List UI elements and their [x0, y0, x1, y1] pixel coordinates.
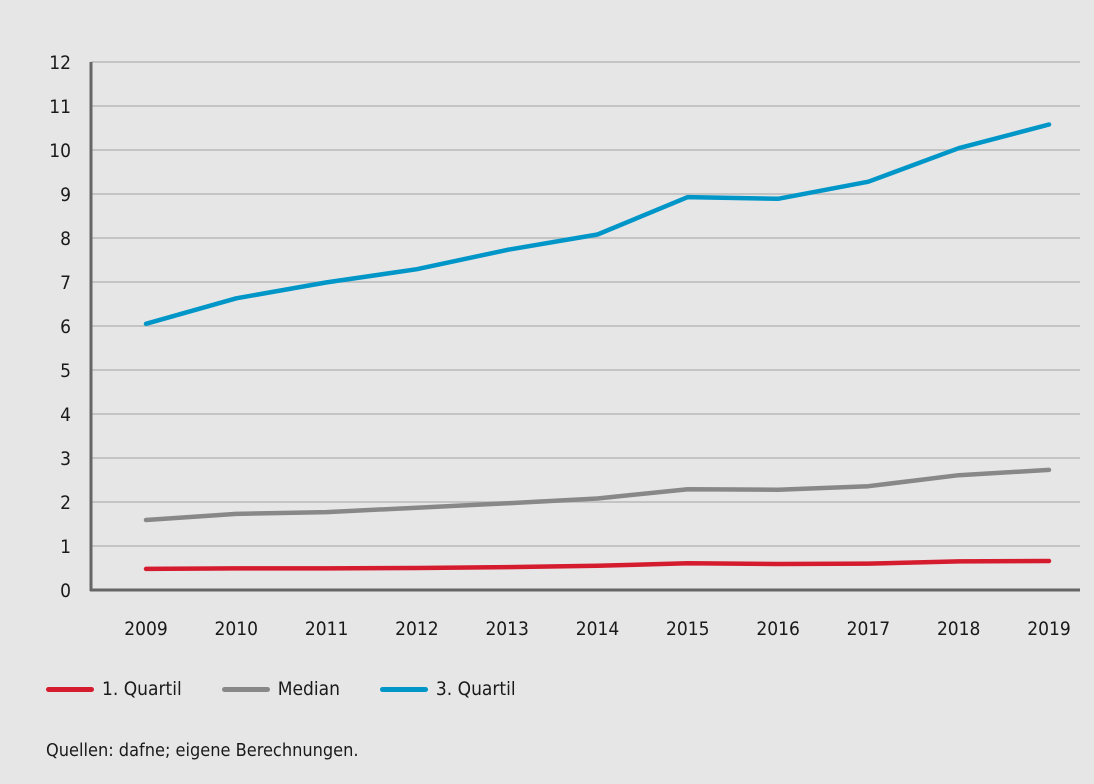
x-tick-label: 2014: [576, 618, 620, 640]
series-line-1-quartil: [143, 558, 1052, 572]
legend: 1. Quartil Median 3. Quartil: [46, 674, 556, 704]
legend-swatch: [46, 686, 94, 692]
y-tick-label: 0: [60, 580, 71, 602]
x-tick-label: 2016: [756, 618, 800, 640]
x-tick-label: 2010: [215, 618, 259, 640]
y-tick-label: 7: [60, 272, 71, 294]
y-tick-label: 8: [60, 228, 71, 250]
x-tick-label: 2017: [847, 618, 891, 640]
y-tick-label: 2: [60, 492, 71, 514]
x-tick-label: 2013: [485, 618, 529, 640]
y-tick-label: 6: [60, 316, 71, 338]
legend-item: 1. Quartil: [46, 678, 182, 700]
legend-swatch: [379, 686, 428, 692]
line-chart: 0 1 2 3 4 5 6 7 8 9 10 11 12 2009 2010 2011 2012 2013 2014…: [49, 52, 1080, 640]
legend-label: 1. Quartil: [102, 678, 182, 700]
legend-label: 3. Quartil: [435, 678, 516, 700]
legend-item: Median: [221, 678, 340, 700]
y-tick-label: 12: [49, 52, 71, 74]
y-tick-label: 3: [60, 448, 71, 470]
x-tick-label: 2015: [666, 618, 710, 640]
x-tick-label: 2012: [395, 618, 439, 640]
series-line-median: [143, 467, 1052, 523]
legend-label: Median: [277, 678, 340, 700]
series-line-3-quartil: [143, 122, 1052, 327]
y-tick-label: 10: [49, 140, 71, 162]
legend-item: 3. Quartil: [379, 678, 516, 700]
y-tick-label: 1: [60, 536, 71, 558]
y-tick-label: 11: [49, 96, 71, 118]
y-tick-label: 4: [60, 404, 71, 426]
legend-swatch: [221, 686, 270, 692]
x-tick-label: 2019: [1027, 618, 1071, 640]
x-tick-label: 2009: [124, 618, 168, 640]
y-tick-label: 5: [60, 360, 71, 382]
x-tick-label: 2018: [937, 618, 981, 640]
x-tick-label: 2011: [305, 618, 349, 640]
y-tick-label: 9: [60, 184, 71, 206]
source-note: Quellen: dafne; eigene Berechnungen.: [46, 740, 359, 761]
